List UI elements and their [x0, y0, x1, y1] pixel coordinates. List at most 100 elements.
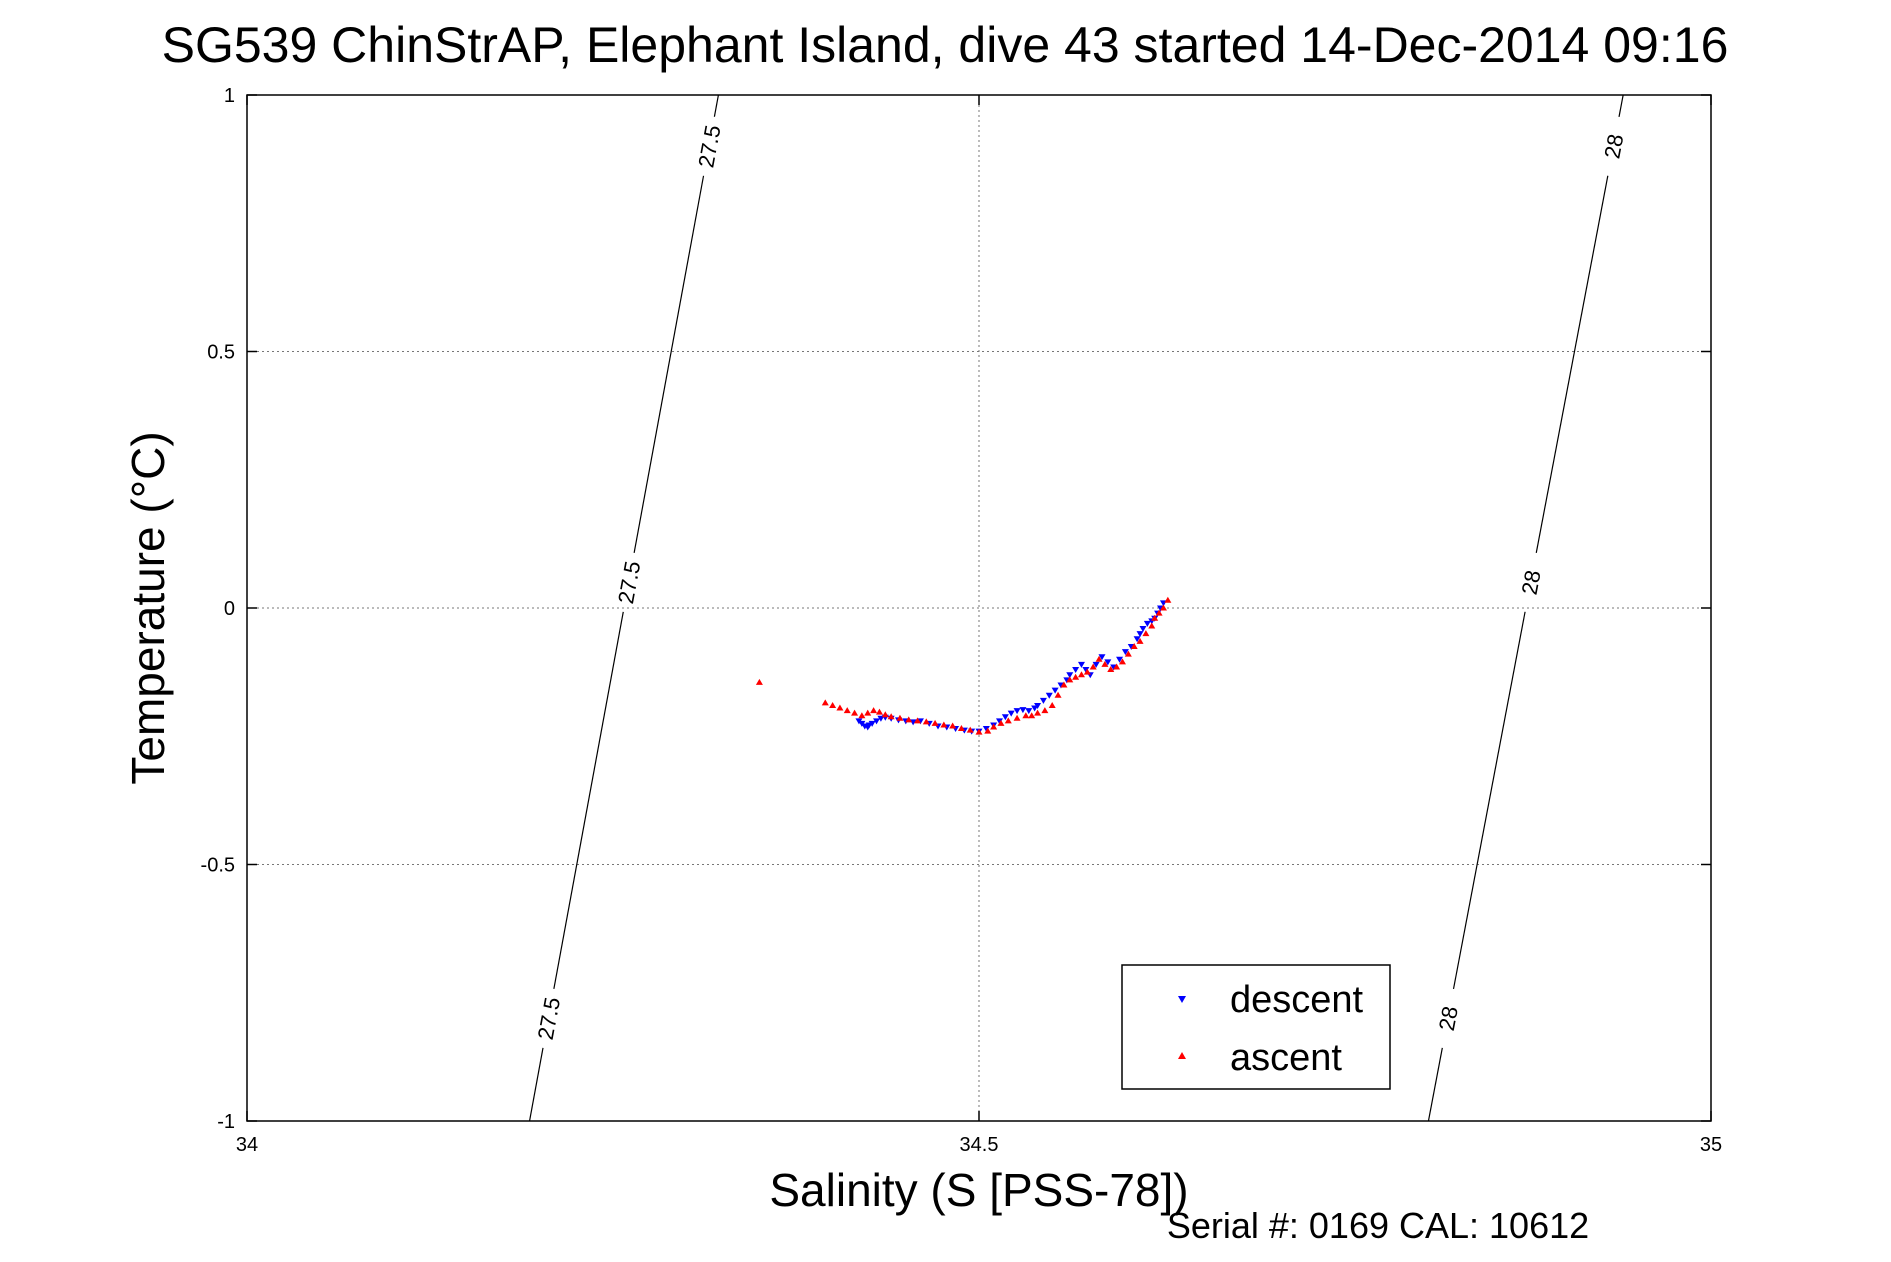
descent-point-28 [1025, 708, 1033, 715]
descent-point-45 [1116, 656, 1124, 663]
descent-point-36 [1066, 672, 1074, 679]
ascent-point-27 [1022, 712, 1030, 719]
x-tick-label-0: 34 [236, 1134, 258, 1156]
legend-descent-marker [1178, 996, 1186, 1003]
y-axis-label: Temperature (°C) [122, 431, 174, 784]
ascent-point-19 [957, 725, 965, 732]
ascent-point-10 [881, 711, 889, 718]
contour-1-label-0: 28 [1434, 1004, 1463, 1033]
ascent-point-48 [1148, 622, 1156, 629]
ascent-point-39 [1095, 655, 1103, 662]
descent-point-29 [1031, 705, 1039, 712]
contour-1-segment-2 [1535, 175, 1609, 553]
ascent-point-7 [864, 709, 872, 716]
ascent-point-6 [858, 712, 866, 719]
descent-point-27 [1019, 707, 1027, 714]
y-tick-label-0: -1 [217, 1111, 235, 1133]
legend-box [1121, 964, 1391, 1090]
descent-point-23 [995, 718, 1003, 725]
ascent-point-25 [1004, 717, 1012, 724]
ascent-point-21 [975, 728, 983, 735]
ascent-point-29 [1034, 709, 1042, 716]
ascent-point-3 [836, 704, 844, 711]
x-tick-label-1: 34.5 [960, 1134, 999, 1156]
x-axis-ticks: 34 34.5 35 [236, 95, 1722, 1156]
legend: descent ascent [1121, 964, 1391, 1090]
descent-point-30 [1034, 702, 1042, 709]
descent-point-49 [1136, 631, 1144, 638]
x-tick-label-2: 35 [1700, 1134, 1722, 1156]
descent-point-41 [1092, 661, 1100, 668]
y-tick-label-4: 1 [224, 85, 235, 107]
x-axis-label: Salinity (S [PSS-78]) [769, 1164, 1188, 1216]
ascent-point-12 [896, 714, 904, 721]
ascent-point-9 [875, 708, 883, 715]
ascent-point-49 [1151, 614, 1159, 621]
ascent-point-35 [1072, 673, 1080, 680]
ascent-point-36 [1077, 671, 1085, 678]
descent-point-24 [1001, 714, 1009, 721]
ascent-point-15 [922, 718, 930, 725]
ascent-point-26 [1013, 714, 1021, 721]
ascent-point-51 [1159, 604, 1167, 611]
descent-point-33 [1051, 687, 1059, 694]
ascent-point-46 [1136, 637, 1144, 644]
contour-1-label-2: 28 [1599, 132, 1628, 161]
legend-descent-label: descent [1230, 979, 1364, 1021]
descent-point-7 [877, 715, 885, 722]
descent-point-50 [1139, 626, 1147, 633]
y-tick-label-1: -0.5 [201, 855, 235, 877]
descent-point-31 [1039, 697, 1047, 704]
ascent-point-23 [990, 723, 998, 730]
ascent-point-4 [843, 707, 851, 714]
descent-point-51 [1143, 620, 1151, 627]
ascent-point-37 [1083, 668, 1091, 675]
contour-1-segment-3 [1618, 94, 1624, 117]
ascent-point-20 [966, 726, 974, 733]
ascent-point-2 [829, 701, 837, 708]
ascent-point-43 [1118, 658, 1126, 665]
ascent-point-18 [949, 722, 957, 729]
y-axis-ticks: -1 -0.5 0 0.5 1 [201, 85, 1711, 1133]
ascent-point-45 [1130, 642, 1138, 649]
ascent-point-13 [905, 716, 913, 723]
contour-1-segment-0 [1427, 1047, 1443, 1122]
descent-point-25 [1007, 710, 1015, 717]
ascent-point-40 [1101, 660, 1109, 667]
ascent-point-8 [870, 707, 878, 714]
ascent-point-5 [851, 709, 859, 716]
grid-lines [247, 95, 1711, 1121]
contour-1-segment-1 [1452, 611, 1526, 990]
legend-ascent-label: ascent [1230, 1037, 1342, 1079]
ascent-point-1 [821, 699, 829, 706]
descent-point-43 [1104, 659, 1112, 666]
ascent-point-32 [1054, 691, 1062, 698]
y-tick-label-2: 0 [224, 598, 235, 620]
ascent-point-34 [1066, 676, 1074, 683]
ascent-point-31 [1048, 701, 1056, 708]
ascent-point-16 [931, 719, 939, 726]
ascent-point-42 [1113, 663, 1121, 670]
serial-footer: Serial #: 0169 CAL: 10612 [1167, 1205, 1589, 1246]
descent-point-6 [873, 718, 881, 725]
legend-ascent-marker [1178, 1052, 1186, 1059]
descent-point-48 [1133, 636, 1141, 643]
chart-title: SG539 ChinStrAP, Elephant Island, dive 4… [162, 17, 1729, 73]
ascent-point-0 [755, 678, 763, 685]
descent-point-37 [1072, 667, 1080, 674]
contour-0-segment-3 [713, 94, 719, 117]
ascent-point-11 [887, 713, 895, 720]
contour-1-label-1: 28 [1517, 568, 1546, 597]
ascent-point-41 [1107, 666, 1115, 673]
ascent-point-50 [1155, 609, 1163, 616]
ascent-point-44 [1124, 650, 1132, 657]
ascent-point-28 [1028, 712, 1036, 719]
ascent-point-22 [984, 727, 992, 734]
descent-point-39 [1082, 667, 1090, 674]
descent-point-26 [1013, 708, 1021, 715]
descent-point-32 [1045, 692, 1053, 699]
series-ascent-points [755, 596, 1172, 735]
ascent-point-47 [1142, 630, 1150, 637]
